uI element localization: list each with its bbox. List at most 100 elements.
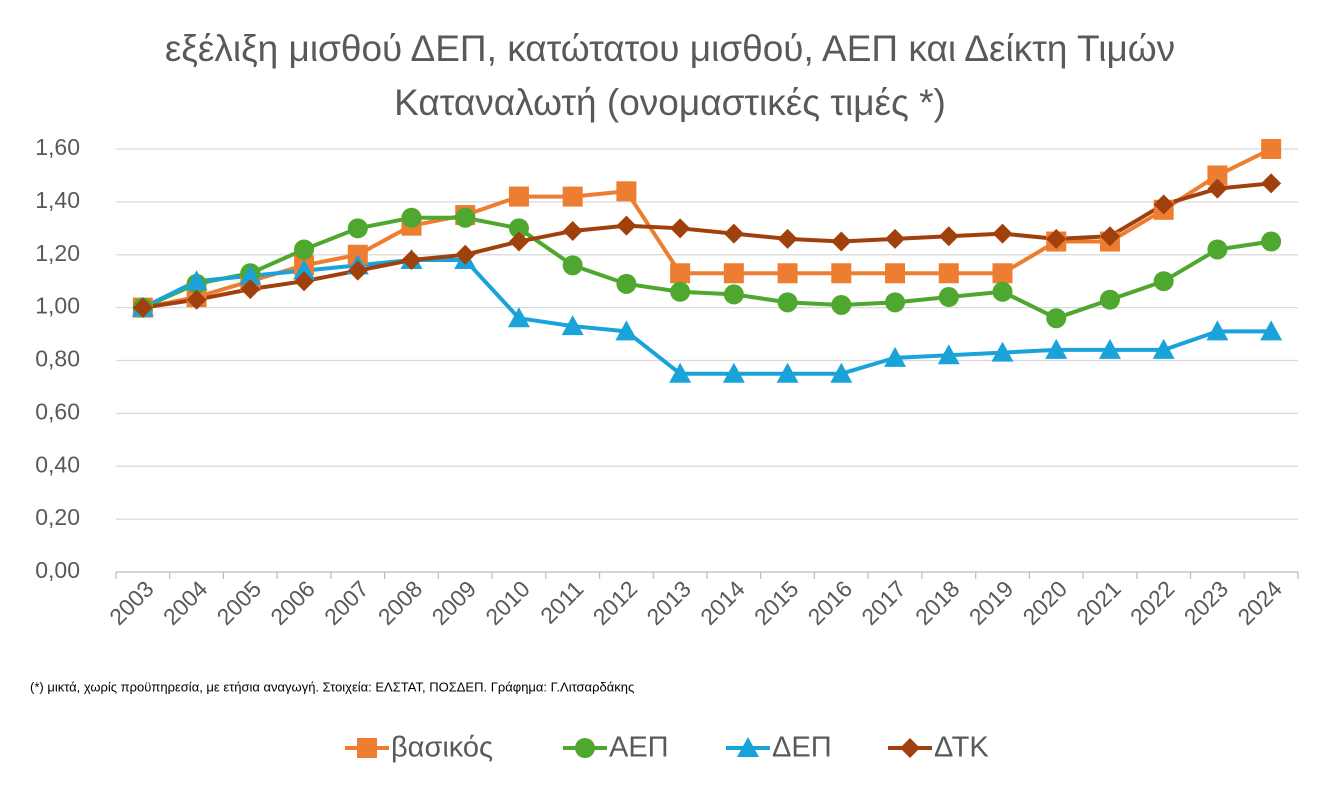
data-point (1099, 226, 1120, 247)
data-point (1152, 338, 1175, 359)
chart-title: εξέλιξη μισθού ΔΕΠ, κατώτατου μισθού, ΑΕ… (164, 28, 1176, 123)
data-point (830, 362, 853, 383)
data-point (777, 292, 798, 313)
data-point (831, 231, 852, 252)
data-point (616, 215, 637, 236)
data-point (239, 264, 262, 285)
data-point (1261, 139, 1282, 159)
data-point (670, 263, 691, 284)
y-tick-label: 1,20 (35, 240, 80, 266)
data-point (669, 362, 692, 383)
series-line (141, 258, 1272, 376)
data-point (992, 281, 1013, 302)
legend-label: βασικός (391, 732, 493, 764)
data-point (1260, 320, 1283, 341)
x-tick-label: 2006 (265, 575, 320, 630)
data-point (670, 218, 691, 239)
data-point (885, 263, 906, 284)
data-point (777, 263, 798, 284)
series-line (142, 147, 1273, 310)
data-point (1261, 231, 1282, 252)
legend-label: ΔΕΠ (772, 732, 832, 764)
data-point (1153, 271, 1174, 292)
data-point (132, 297, 153, 318)
legend-marker (575, 738, 595, 758)
x-tick-label: 2008 (373, 575, 428, 630)
x-tick-label: 2012 (588, 575, 643, 630)
legend-marker (357, 738, 377, 758)
data-point (885, 292, 906, 313)
data-point (1046, 308, 1067, 329)
data-point (992, 263, 1013, 284)
x-tick-label: 2009 (426, 575, 481, 630)
data-point (723, 263, 744, 284)
data-point (562, 186, 583, 207)
data-point (616, 181, 637, 202)
data-point (1046, 228, 1067, 249)
data-point (1098, 338, 1121, 359)
x-tick-label: 2005 (212, 575, 267, 630)
data-point (562, 255, 583, 276)
data-point (670, 281, 691, 302)
data-point (723, 223, 744, 244)
x-tick-label: 2021 (1071, 575, 1126, 630)
data-point (507, 307, 530, 328)
y-tick-label: 0,60 (35, 398, 80, 424)
data-point (938, 226, 959, 247)
data-point (991, 341, 1014, 362)
data-point (1261, 173, 1282, 194)
x-tick-label: 2014 (695, 575, 750, 630)
data-point (347, 260, 368, 281)
x-tick-label: 2020 (1017, 575, 1072, 630)
data-point (240, 279, 261, 300)
x-tick-label: 2015 (749, 575, 804, 630)
y-tick-label: 1,00 (35, 293, 80, 319)
data-point (185, 270, 208, 291)
data-point (562, 220, 583, 241)
data-point (508, 218, 529, 239)
x-tick-label: 2019 (964, 575, 1019, 630)
x-tick-label: 2004 (158, 575, 213, 630)
data-point (723, 284, 744, 305)
data-point (884, 346, 907, 367)
series-line (142, 181, 1272, 310)
x-tick-label: 2024 (1232, 575, 1287, 630)
data-point (616, 273, 637, 294)
y-tick-label: 0,40 (35, 451, 80, 477)
data-point (561, 315, 584, 336)
legend-marker (737, 737, 759, 757)
x-tick-label: 2013 (641, 575, 696, 630)
data-point (508, 231, 529, 252)
data-point (831, 263, 852, 284)
footnote: (*) μικτά, χωρίς προϋπηρεσία, με ετήσια … (30, 679, 634, 694)
data-point (777, 228, 798, 249)
data-point (1045, 338, 1068, 359)
legend-label: ΔΤΚ (934, 732, 989, 764)
x-tick-label: 2007 (319, 575, 374, 630)
x-tick-label: 2023 (1179, 575, 1234, 630)
x-tick-label: 2018 (910, 575, 965, 630)
series-line (142, 215, 1272, 321)
legend-marker (900, 738, 920, 758)
data-point (615, 320, 638, 341)
y-tick-label: 0,80 (35, 346, 80, 372)
y-tick-label: 0,20 (35, 504, 80, 530)
data-point (347, 218, 368, 239)
data-point (831, 294, 852, 315)
data-point (885, 228, 906, 249)
x-tick-label: 2022 (1125, 575, 1180, 630)
data-point (293, 259, 316, 280)
y-tick-label: 1,60 (35, 134, 80, 160)
data-point (1206, 320, 1229, 341)
x-tick-label: 2011 (535, 575, 588, 628)
data-point (722, 362, 745, 383)
data-point (937, 344, 960, 365)
y-tick-label: 0,00 (35, 557, 80, 583)
data-point (455, 244, 476, 265)
data-point (938, 263, 959, 284)
legend-label: ΑΕΠ (609, 732, 669, 764)
x-tick-label: 2017 (856, 575, 911, 630)
data-point (1153, 194, 1174, 215)
